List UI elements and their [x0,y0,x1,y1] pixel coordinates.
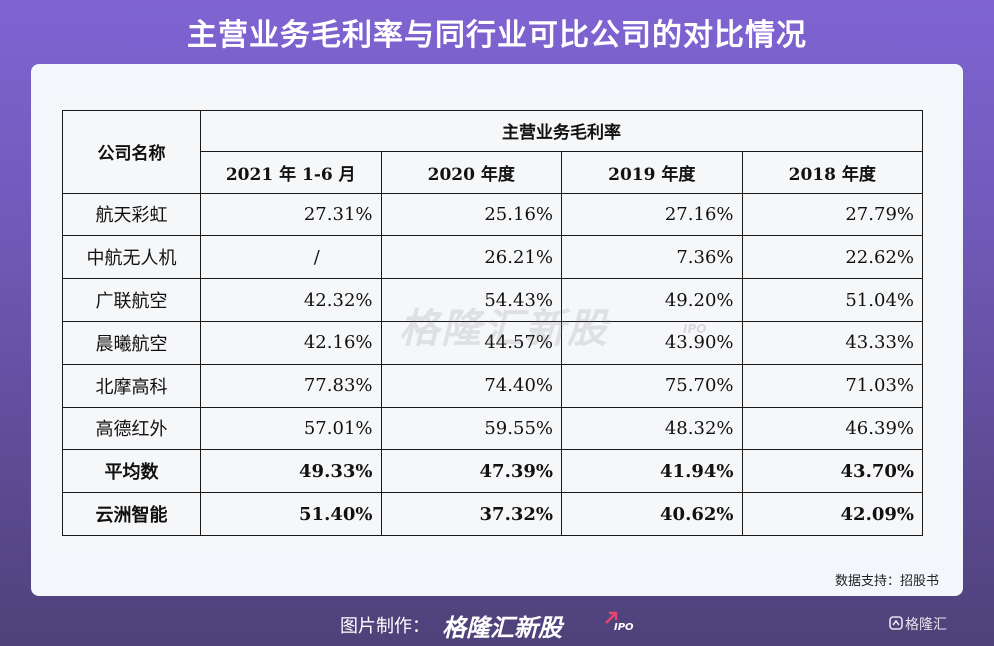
value-cell: 43.33% [741,320,923,365]
period-header: 2019 年度 [561,150,743,194]
table-row: 中航无人机 / 26.21% 7.36% 22.62% [62,235,923,280]
value-cell: 27.79% [741,192,923,237]
value-cell: 57.01% [200,406,382,451]
footer-ipo: IPO [614,622,634,633]
table-header-row: 公司名称 主营业务毛利率 [62,110,923,194]
watermark-ipo: IPO [683,322,707,336]
footer-credit-label: 图片制作： [340,616,430,637]
company-name-cell: 云洲智能 [62,492,201,536]
company-name-header: 公司名称 [62,110,201,194]
value-cell: 51.40% [200,492,382,536]
document-snapshot: 公司名称 主营业务毛利率 2021 年 1-6 月 2020 年度 2019 年… [51,96,941,550]
period-header: 2018 年度 [741,150,923,194]
table-row: 航天彩虹 27.31% 25.16% 27.16% 27.79% [62,192,923,237]
period-header: 2020 年度 [380,150,562,194]
value-cell: 46.39% [741,406,923,451]
company-name-cell: 中航无人机 [62,235,201,280]
value-cell: 25.16% [380,192,562,237]
footer: 图片制作： 格隆汇新股 IPO 格隆汇 [0,610,994,642]
company-name-cell: 北摩高科 [62,363,201,408]
value-cell: 26.21% [380,235,562,280]
table-subheader-row: 2021 年 1-6 月 2020 年度 2019 年度 2018 年度 [63,150,923,194]
value-cell: 49.33% [200,449,382,494]
subject-company-row: 云洲智能 51.40% 37.32% 40.62% 42.09% [62,492,923,536]
value-cell: 51.04% [741,278,923,322]
company-name-cell: 晨曦航空 [62,320,201,365]
value-cell: 77.83% [200,363,382,408]
gross-margin-table: 公司名称 主营业务毛利率 2021 年 1-6 月 2020 年度 2019 年… [62,110,923,536]
value-cell: 42.16% [200,320,382,365]
data-source-note: 数据支持：招股书 [834,574,939,589]
value-cell: 41.94% [561,449,743,494]
footer-brand: 格隆汇新股 [442,614,562,642]
value-cell: 59.55% [380,406,562,451]
value-cell: 71.03% [741,363,923,408]
value-cell: 75.70% [561,363,743,408]
value-cell: 74.40% [380,363,562,408]
page-title: 主营业务毛利率与同行业可比公司的对比情况 [187,18,807,53]
content-card: 公司名称 主营业务毛利率 2021 年 1-6 月 2020 年度 2019 年… [31,64,963,596]
value-cell: 48.32% [561,406,743,451]
value-cell: 44.57% [380,320,562,365]
value-cell: 27.16% [561,192,743,237]
value-cell: 40.62% [561,492,743,536]
table-row: 高德红外 57.01% 59.55% 48.32% 46.39% [62,406,923,451]
value-cell: 43.90% [561,320,743,365]
value-cell: 47.39% [380,449,562,494]
value-cell: 37.32% [380,492,562,536]
value-cell: 7.36% [561,235,743,280]
arrow-up-right-icon [604,610,618,629]
value-cell: 42.32% [200,278,382,322]
table-row: 北摩高科 77.83% 74.40% 75.70% 71.03% [62,363,923,408]
value-cell: 22.62% [741,235,923,280]
company-name-cell: 平均数 [62,449,201,494]
value-cell: 27.31% [200,192,382,237]
gelonghui-logo-icon [889,615,903,634]
company-name-cell: 高德红外 [62,406,201,451]
company-name-cell: 广联航空 [62,278,201,322]
value-cell: 49.20% [561,278,743,322]
average-row: 平均数 49.33% 47.39% 41.94% 43.70% [62,449,923,494]
company-name-cell: 航天彩虹 [62,192,201,237]
value-cell: / [200,235,382,280]
table-row: 广联航空 42.32% 54.43% 49.20% 51.04% [62,278,923,322]
margin-group-header: 主营业务毛利率 [200,110,923,152]
table-row: 晨曦航空 42.16% 44.57% 43.90% 43.33% [62,320,923,365]
value-cell: 42.09% [741,492,923,536]
period-header: 2021 年 1-6 月 [200,150,382,194]
corner-logo-text: 格隆汇 [905,617,947,633]
value-cell: 54.43% [380,278,562,322]
value-cell: 43.70% [741,449,923,494]
